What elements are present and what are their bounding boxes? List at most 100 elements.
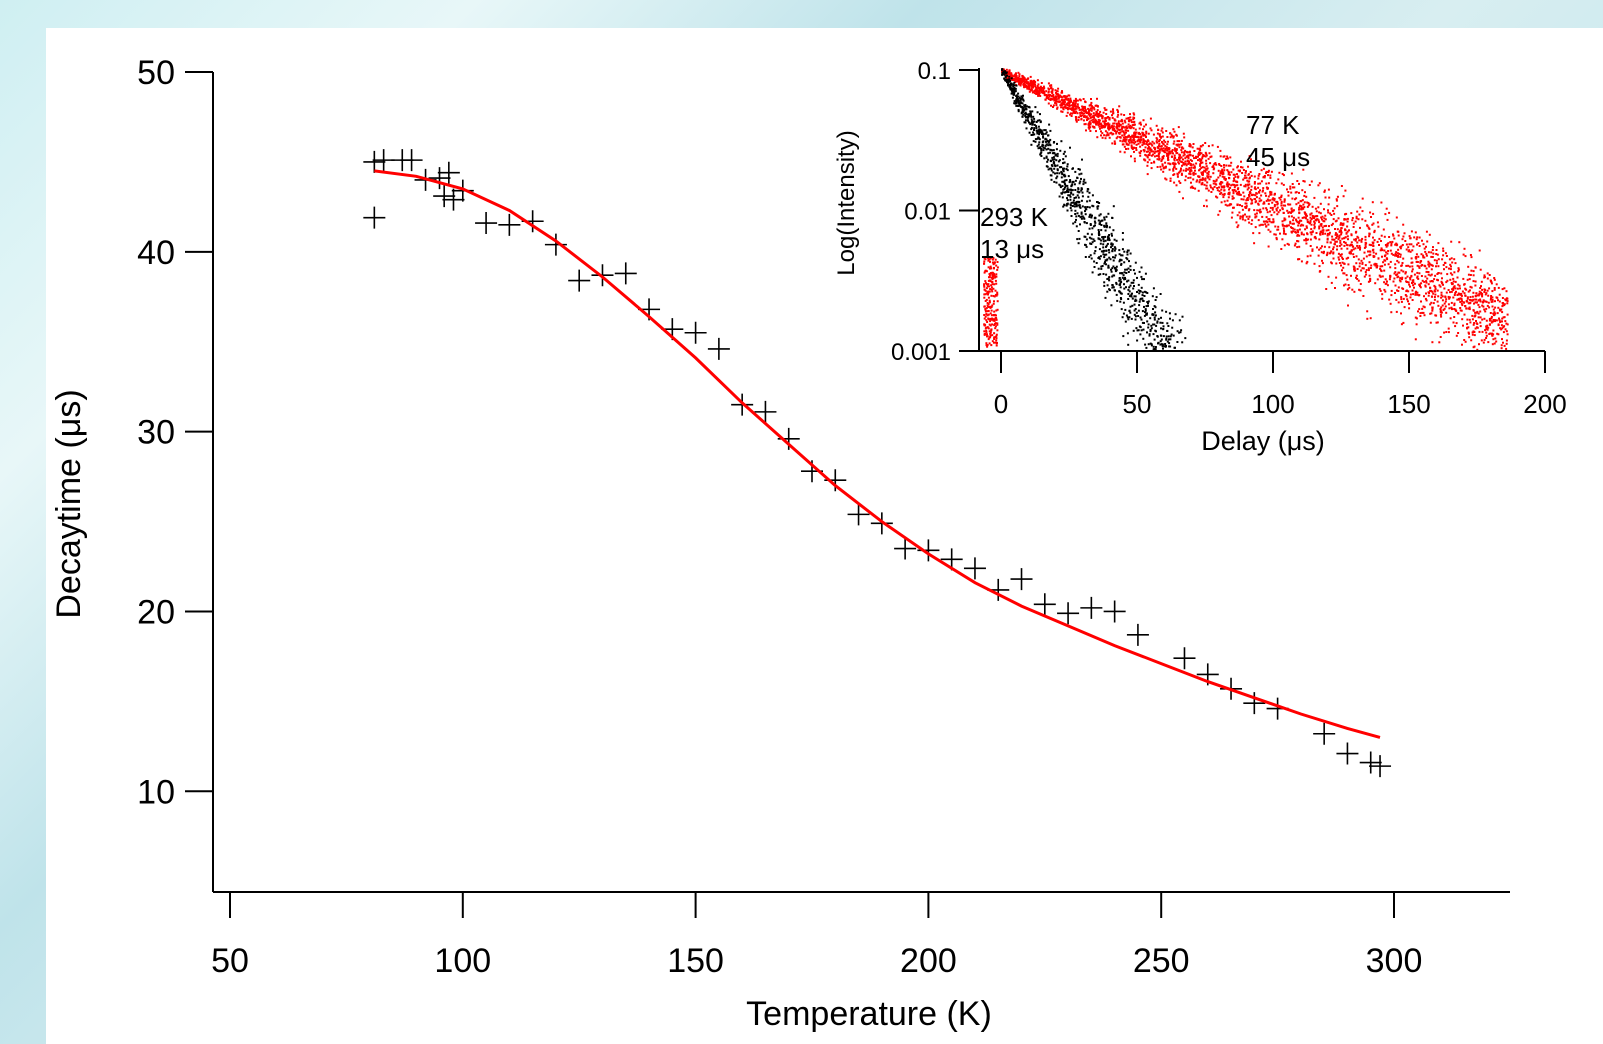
decay-data-point (1153, 323, 1156, 326)
decay-data-point (1400, 264, 1403, 267)
decay-data-point (1451, 273, 1454, 276)
decay-data-point (1152, 287, 1155, 290)
decay-data-point (1112, 108, 1114, 111)
decay-data-point (1418, 283, 1421, 286)
decay-data-point (1051, 90, 1054, 93)
decay-data-point (1104, 261, 1106, 264)
decay-data-point (1170, 333, 1173, 336)
noise-data-point (992, 314, 995, 316)
decay-data-point (1443, 302, 1446, 305)
decay-data-point (1329, 212, 1332, 215)
decay-data-point (1029, 89, 1032, 91)
decay-data-point (1034, 88, 1037, 91)
decay-data-point (1327, 209, 1329, 212)
decay-data-point (1153, 152, 1156, 155)
decay-data-point (1257, 203, 1260, 206)
decay-data-point (1258, 232, 1261, 235)
decay-data-point (1073, 197, 1076, 199)
decay-data-point (1280, 182, 1283, 185)
decay-data-point (1271, 201, 1274, 204)
decay-data-point (1198, 180, 1201, 183)
decay-data-point (1052, 141, 1055, 144)
noise-data-point (991, 275, 994, 278)
decay-data-point (1286, 209, 1289, 212)
decay-data-point (1473, 302, 1475, 305)
decay-data-point (1409, 285, 1411, 288)
decay-data-point (1103, 216, 1106, 219)
decay-data-point (1404, 271, 1407, 274)
decay-data-point (1084, 206, 1087, 209)
decay-data-point (1437, 304, 1440, 307)
decay-data-point (1404, 272, 1407, 275)
decay-data-point (1122, 312, 1125, 315)
decay-data-point (1328, 196, 1331, 199)
decay-data-point (1267, 202, 1270, 205)
decay-data-point (1338, 244, 1341, 247)
decay-data-point (1306, 220, 1309, 223)
decay-data-point (1099, 110, 1102, 113)
decay-data-point (1152, 308, 1154, 310)
decay-data-point (1047, 82, 1050, 85)
decay-data-point (1219, 192, 1222, 195)
decay-data-point (1065, 184, 1067, 187)
decay-data-point (1506, 333, 1509, 336)
decay-data-point (1452, 289, 1455, 292)
decay-data-point (1214, 180, 1217, 183)
decay-data-point (1212, 188, 1215, 191)
decay-data-point (1110, 232, 1113, 235)
decay-data-point (1356, 241, 1359, 244)
decay-data-point (1134, 133, 1137, 136)
decay-data-point (1095, 262, 1098, 264)
decay-data-point (1019, 99, 1022, 102)
decay-data-point (1162, 143, 1165, 146)
noise-data-point (986, 345, 989, 348)
noise-data-point (995, 344, 998, 347)
decay-data-point (1063, 191, 1066, 194)
decay-data-point (1435, 262, 1438, 265)
main-y-tick-label: 50 (137, 54, 175, 92)
decay-data-point (1488, 306, 1491, 309)
decay-data-point (1485, 292, 1488, 295)
decay-data-point (1352, 265, 1355, 268)
decay-data-point (1183, 151, 1186, 154)
decay-data-point (1367, 269, 1370, 272)
decay-data-point (1089, 130, 1092, 132)
decay-data-point (1106, 133, 1109, 136)
decay-data-point (1321, 245, 1323, 248)
decay-data-point (1119, 278, 1122, 281)
decay-data-point (1087, 188, 1090, 191)
decay-data-point (1447, 303, 1450, 306)
decay-data-point (1119, 128, 1122, 131)
decay-data-point (1171, 135, 1174, 138)
decay-data-point (1119, 282, 1122, 285)
decay-data-point (1470, 269, 1473, 272)
decay-data-point (1289, 220, 1292, 223)
decay-data-point (1050, 149, 1053, 152)
decay-data-point (1084, 244, 1087, 246)
decay-data-point (1268, 220, 1271, 223)
decay-data-point (1040, 87, 1043, 90)
decay-data-point (1121, 248, 1124, 251)
decay-data-point (1023, 86, 1026, 89)
decay-data-point (1118, 260, 1121, 263)
decay-data-point (1046, 165, 1049, 168)
decay-data-point (1406, 298, 1409, 301)
decay-data-point (1201, 181, 1204, 184)
decay-data-point (1111, 142, 1114, 145)
decay-data-point (1063, 182, 1066, 185)
decay-data-point (1364, 264, 1367, 267)
decay-data-point (1164, 141, 1167, 144)
decay-data-point (1024, 116, 1027, 119)
decay-data-point (1495, 319, 1498, 322)
decay-data-point (1492, 319, 1495, 321)
noise-data-point (986, 314, 989, 317)
decay-data-point (1332, 246, 1335, 249)
decay-data-point (1051, 92, 1054, 94)
decay-data-point (1305, 195, 1308, 198)
decay-data-point (1076, 200, 1079, 203)
decay-data-point (1341, 261, 1344, 264)
decay-data-point (1066, 165, 1069, 168)
decay-data-point (1006, 73, 1009, 75)
decay-data-point (1103, 281, 1106, 284)
decay-data-point (1459, 307, 1462, 309)
